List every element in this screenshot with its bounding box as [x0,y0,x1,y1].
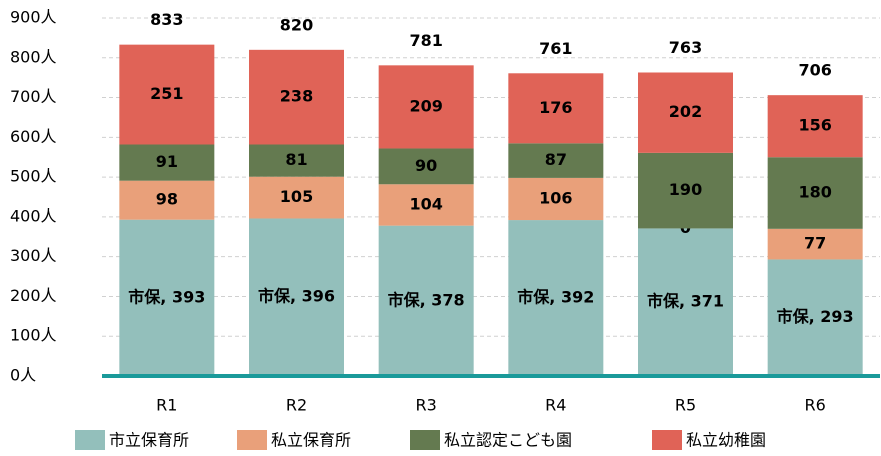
bar-segment [767,157,863,229]
bar-segment [119,219,215,376]
data-label: 176 [539,98,572,117]
bar-segment [638,228,733,376]
data-label: 105 [280,187,313,206]
data-label: 市保, 378 [388,290,465,309]
data-label: 77 [804,234,826,253]
total-label: 761 [539,39,572,58]
total-label: 706 [798,61,831,80]
data-label: 市保, 293 [777,307,854,326]
bar-segment [638,72,733,153]
y-tick-label: 900人 [10,8,57,27]
bar-segment [767,95,863,158]
bar-segment [378,65,474,149]
legend-swatch [237,430,267,450]
bar-segment [119,144,215,181]
data-label: 91 [156,152,178,171]
y-tick-label: 400人 [10,206,57,225]
bar-segment [119,44,215,145]
data-label: 87 [545,150,567,169]
bar-segment [378,225,474,376]
y-tick-label: 800人 [10,47,57,66]
bar-segment [249,49,344,145]
x-tick-label: R2 [286,396,307,415]
x-tick-label: R3 [416,396,437,415]
data-label: 90 [415,156,437,175]
data-label: 180 [798,183,831,202]
legend-label: 私立認定こども園 [444,431,572,450]
data-label: 81 [285,150,307,169]
y-tick-label: 100人 [10,326,57,345]
bar-segment [508,177,604,221]
bar-segment [767,228,863,260]
data-label: 202 [669,102,702,121]
data-label: 市保, 371 [647,292,724,311]
y-tick-label: 0人 [10,366,36,385]
data-label: 190 [669,180,702,199]
bar-segment [378,148,474,185]
x-tick-label: R5 [675,396,696,415]
data-label: 98 [156,190,178,209]
data-label: 238 [280,87,313,106]
bar-segment [249,218,344,376]
total-label: 833 [150,10,183,29]
y-tick-label: 200人 [10,286,57,305]
data-label: 市保, 392 [517,288,594,307]
x-tick-label: R4 [545,396,566,415]
bar-segment [508,220,604,376]
data-label: 251 [150,84,183,103]
data-label: 106 [539,188,572,207]
bar-segment [249,176,344,219]
data-label: 市保, 393 [128,287,205,306]
legend-label: 私立保育所 [271,431,351,450]
total-label: 763 [669,38,702,57]
total-label: 820 [280,15,313,34]
bar-segment [378,184,474,226]
bar-segment [119,180,215,220]
y-tick-label: 300人 [10,246,57,265]
bar-segment [508,73,604,144]
y-tick-label: 600人 [10,127,57,146]
data-label: 市保, 396 [258,287,335,306]
data-label: 104 [409,194,442,213]
data-label: 156 [798,116,831,135]
data-label: 209 [409,96,442,115]
legend-swatch [652,430,682,450]
y-tick-label: 500人 [10,167,57,186]
x-tick-label: R6 [805,396,826,415]
bar-segment [767,259,863,376]
bar-segment [638,152,733,229]
total-label: 781 [409,31,442,50]
bar-segment [508,143,604,178]
bar-segment [249,144,344,177]
legend-swatch [410,430,440,450]
legend-label: 私立幼稚園 [686,431,766,450]
x-tick-label: R1 [156,396,177,415]
y-tick-label: 700人 [10,87,57,106]
legend-swatch [75,430,105,450]
legend-label: 市立保育所 [109,431,189,450]
